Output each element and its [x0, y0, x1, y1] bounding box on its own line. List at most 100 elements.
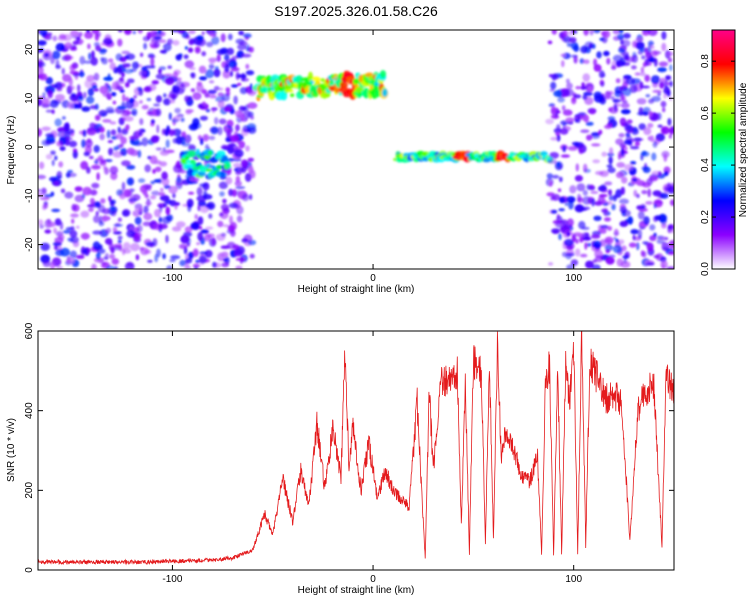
spectrogram-noise-blob [69, 64, 76, 72]
spectrogram-noise-blob [651, 152, 657, 161]
spectrogram-noise-blob [187, 47, 194, 53]
spectrogram-noise-blob [176, 176, 182, 184]
spectrogram-noise-blob [112, 226, 118, 233]
spectrogram-noise-blob [566, 82, 573, 90]
spectrogram-noise-blob [234, 110, 243, 117]
spectrogram-noise-blob [550, 209, 558, 214]
spectrogram-noise-blob [196, 83, 204, 93]
spectrogram-noise-blob [582, 94, 588, 100]
spectrogram-noise-blob [65, 227, 74, 231]
spectrogram-noise-blob [156, 124, 160, 134]
spectrogram-noise-blob [589, 30, 594, 36]
spectrogram-noise-blob [49, 261, 56, 269]
spectrogram-noise-blob [67, 169, 73, 174]
spectrogram-noise-blob [204, 92, 210, 98]
spectrogram-noise-blob [187, 95, 193, 100]
spectrogram-noise-blob [90, 57, 98, 66]
spectrogram-noise-blob [606, 164, 613, 168]
spectrogram-noise-blob [41, 126, 51, 132]
spectrogram-noise-blob [669, 182, 674, 191]
spectrogram-noise-blob [213, 68, 221, 78]
spectrogram-noise-blob [91, 84, 98, 89]
spectrogram-noise-blob [650, 50, 659, 57]
spectrogram-noise-blob [216, 54, 221, 62]
spectrogram-noise-blob [223, 125, 228, 132]
spectrogram-noise-blob [612, 98, 622, 103]
spectrogram-noise-blob [166, 265, 173, 269]
spectrogram-noise-blob [573, 56, 577, 64]
spectrogram-noise-blob [66, 257, 75, 264]
spectrogram-noise-blob [242, 109, 251, 119]
spectrogram-noise-blob [150, 30, 157, 37]
spectrogram-signal-blob [284, 89, 294, 93]
spectrogram-noise-blob [632, 40, 638, 48]
spectrogram-noise-blob [635, 41, 645, 50]
spectrogram-noise-blob [553, 230, 558, 234]
spectrogram-ylabel: Frequency (Hz) [6, 116, 17, 185]
spectrogram-noise-blob [139, 100, 143, 104]
spectrogram-noise-blob [667, 229, 674, 234]
spectrogram-noise-blob [142, 221, 152, 227]
spectrogram-noise-blob [155, 95, 163, 103]
spectrogram-noise-blob [658, 171, 662, 176]
spectrogram-noise-blob [245, 70, 255, 76]
spectrogram-noise-blob [185, 134, 192, 143]
spectrogram-noise-blob [87, 247, 91, 253]
spectrogram-signal-blob [208, 157, 219, 163]
spectrogram-noise-blob [155, 108, 162, 117]
spectrogram-noise-blob [190, 72, 195, 78]
spectrogram-noise-blob [645, 51, 652, 59]
spectrogram-noise-blob [239, 87, 248, 95]
spectrogram-noise-blob [63, 54, 72, 62]
spectrogram-noise-blob [109, 199, 117, 205]
spectrogram-noise-blob [159, 195, 170, 202]
spectrogram-noise-blob [45, 35, 50, 39]
spectrogram-noise-blob [125, 96, 129, 102]
spectrogram-noise-blob [632, 126, 638, 133]
spectrogram-noise-blob [173, 164, 183, 174]
spectrogram-noise-blob [43, 202, 48, 209]
spectrogram-noise-blob [618, 30, 624, 34]
spectrogram-noise-blob [248, 165, 254, 174]
spectrogram-noise-blob [144, 65, 154, 69]
spectrogram-noise-blob [225, 136, 232, 143]
colorbar-tick-label: 0.2 [700, 210, 711, 224]
spectrogram-noise-blob [124, 30, 132, 35]
spectrogram-noise-blob [119, 194, 126, 200]
spectrogram-noise-blob [55, 59, 60, 69]
spectrogram-noise-blob [169, 199, 177, 207]
spectrogram-noise-blob [194, 214, 198, 220]
spectrogram-noise-blob [104, 253, 109, 260]
spectrogram-noise-blob [645, 94, 651, 98]
spectrogram-noise-blob [54, 82, 63, 89]
spectrogram-noise-blob [225, 87, 231, 93]
spectrogram-noise-blob [665, 75, 672, 81]
spectrogram-noise-blob [618, 239, 625, 245]
snr-xtick-label: 100 [565, 574, 582, 585]
spectrogram-noise-blob [141, 104, 149, 110]
spectrogram-noise-blob [224, 53, 230, 62]
spectrogram-noise-blob [220, 245, 230, 249]
spectrogram-noise-blob [47, 90, 53, 99]
spectrogram-noise-blob [55, 43, 66, 52]
spectrogram-noise-blob [100, 198, 106, 204]
snr-ytick-label: 600 [24, 322, 35, 339]
spectrogram-noise-blob [238, 41, 248, 46]
spectrogram-noise-blob [625, 56, 636, 63]
spectrogram-noise-blob [216, 49, 226, 55]
spectrogram-noise-blob [146, 244, 156, 248]
spectrogram-noise-blob [150, 57, 155, 67]
spectrogram-noise-blob [53, 227, 57, 234]
spectrogram-noise-blob [99, 133, 105, 141]
snr-frame [37, 330, 675, 571]
spectrogram-noise-blob [591, 197, 596, 207]
spectrogram-noise-blob [660, 260, 668, 269]
spectrogram-noise-blob [230, 134, 239, 142]
spectrogram-noise-blob [119, 129, 128, 134]
spectrogram-noise-blob [603, 50, 610, 57]
spectrogram-noise-blob [121, 247, 126, 256]
spectrogram-noise-blob [545, 118, 554, 125]
spectrogram-noise-blob [38, 49, 44, 53]
spectrogram-noise-blob [601, 151, 607, 157]
spectrogram-noise-blob [158, 39, 167, 43]
